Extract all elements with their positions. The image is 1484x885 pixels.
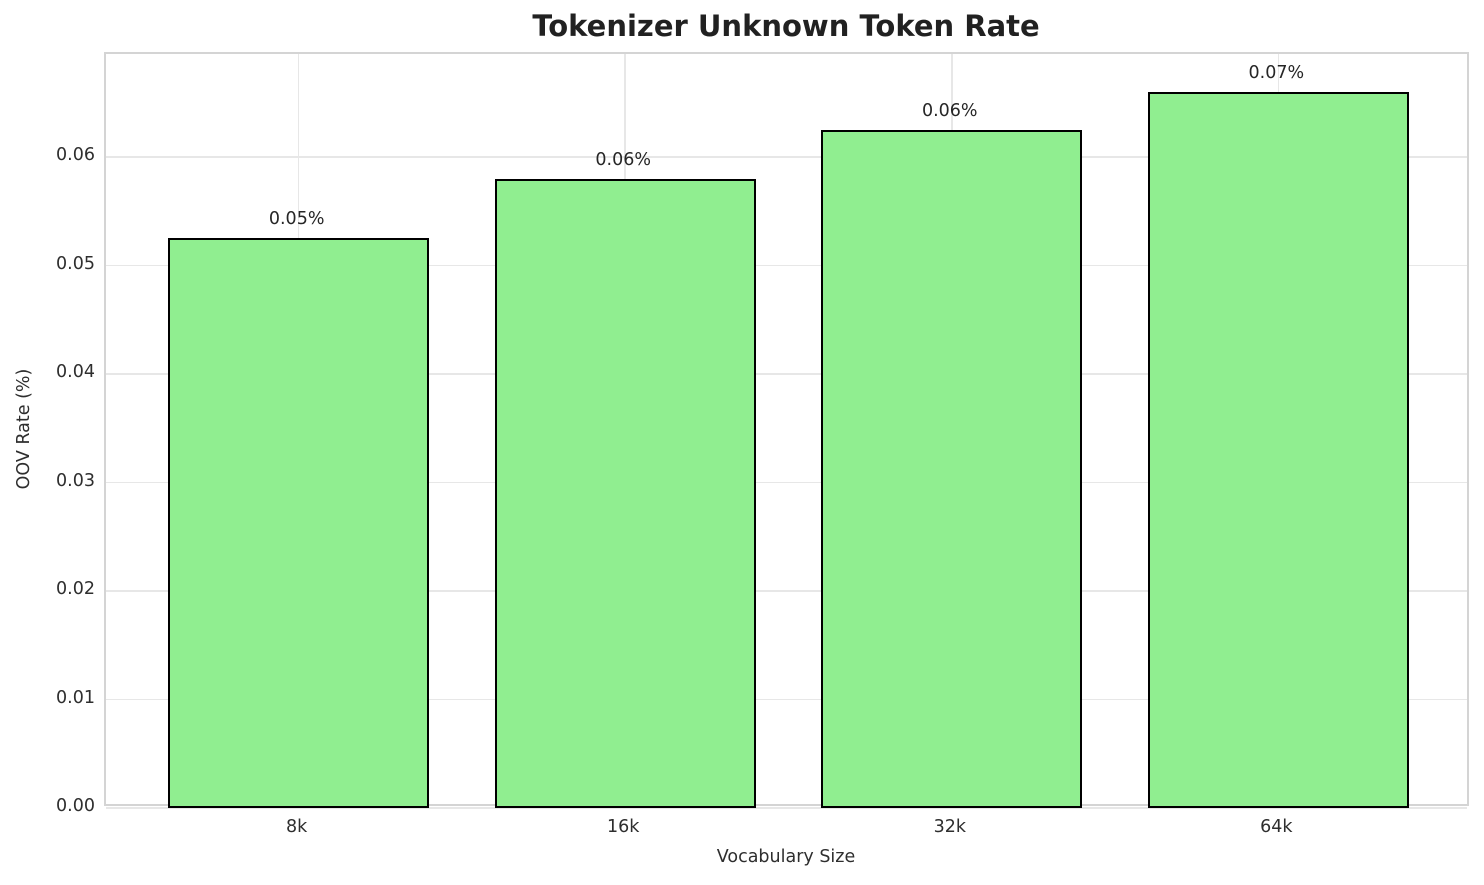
x-tick-label: 8k (286, 817, 308, 837)
bar-value-label: 0.05% (268, 209, 325, 230)
gridline-horizontal (106, 264, 1467, 267)
gridline-horizontal (106, 698, 1467, 701)
y-tick-label: 0.00 (56, 796, 95, 816)
x-axis-label: Vocabulary Size (716, 847, 856, 867)
gridline-horizontal (106, 156, 1467, 158)
bar-8k (168, 238, 430, 808)
bar-value-label: 0.06% (595, 149, 652, 170)
gridline-horizontal (106, 481, 1467, 484)
gridline-horizontal (106, 590, 1467, 592)
y-axis-label: OOV Rate (%) (14, 368, 34, 490)
gridline-horizontal (106, 373, 1467, 375)
x-tick-label: 64k (1260, 817, 1293, 837)
bar-64k (1147, 91, 1409, 808)
y-tick-label: 0.06 (56, 145, 95, 166)
chart-title: Tokenizer Unknown Token Rate (532, 9, 1040, 43)
y-tick-label: 0.04 (56, 362, 95, 383)
bar-value-label: 0.07% (1248, 62, 1305, 83)
y-tick-label: 0.03 (56, 470, 95, 491)
y-tick-label: 0.02 (56, 579, 95, 600)
plot-area (104, 52, 1469, 809)
bar-value-label: 0.06% (921, 100, 978, 121)
y-tick-label: 0.05 (56, 253, 95, 274)
x-tick-label: 32k (933, 817, 966, 837)
bar-16k (494, 178, 756, 808)
x-tick-label: 16k (607, 817, 640, 837)
gridline-horizontal (106, 807, 1467, 809)
bar-32k (821, 129, 1083, 808)
y-tick-label: 0.01 (56, 687, 95, 708)
